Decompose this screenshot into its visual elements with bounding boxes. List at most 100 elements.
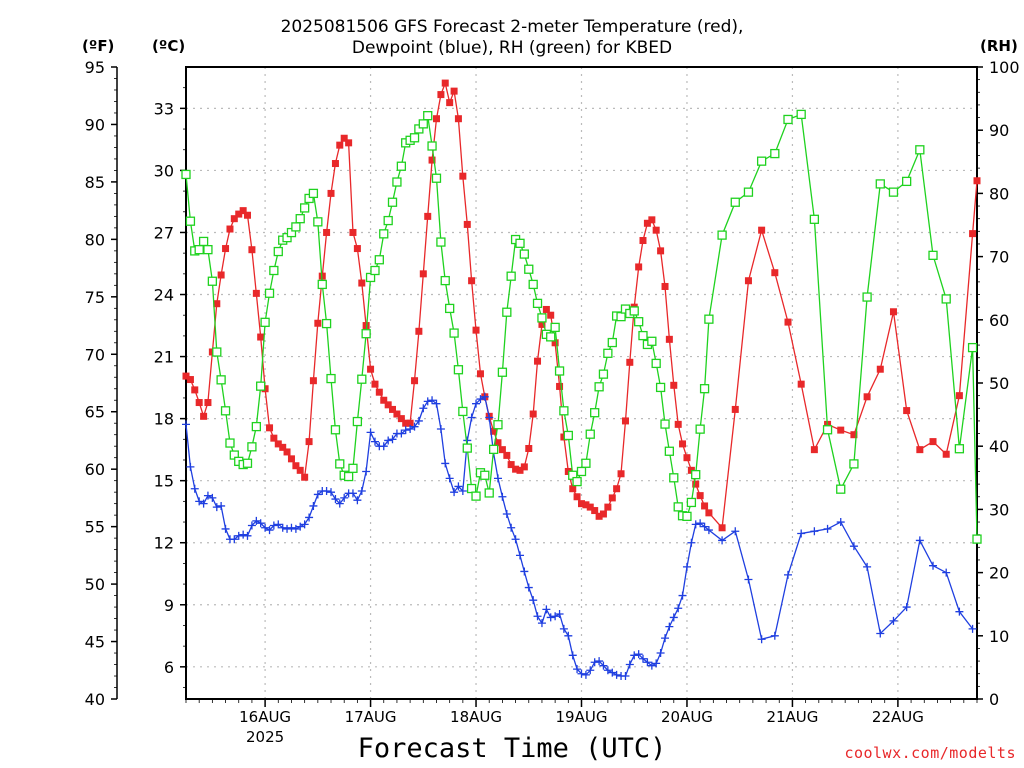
temperature-point (643, 219, 651, 227)
temperature-point (235, 210, 243, 218)
temperature-point (551, 339, 559, 347)
dewpoint-point (810, 527, 819, 536)
rh-point (357, 374, 367, 384)
rh-point (220, 406, 231, 416)
temperature-point (648, 216, 656, 224)
dewpoint-point (384, 436, 393, 445)
dewpoint-point (476, 395, 485, 404)
rh-point (836, 484, 846, 494)
dewpoint-point (445, 474, 454, 483)
dewpoint-point (370, 437, 379, 446)
rh-point (251, 421, 261, 432)
rh-point (590, 408, 600, 418)
fahrenheit-tick-label: 40 (85, 690, 105, 709)
temperature-point (266, 424, 274, 432)
temperature-point (595, 512, 603, 520)
dewpoint-point (195, 497, 204, 506)
temperature-point (279, 443, 287, 451)
dewpoint-point (410, 422, 419, 431)
temperature-point (573, 493, 581, 501)
temperature-point (876, 365, 884, 373)
temperature-point (213, 300, 221, 308)
temperature-point (239, 207, 247, 215)
dewpoint-point (414, 416, 423, 425)
rh-point (216, 375, 226, 385)
series-rh (181, 109, 982, 544)
fahrenheit-tick-label: 80 (85, 230, 105, 249)
dewpoint-point (379, 442, 388, 451)
rh-point (374, 255, 384, 265)
dewpoint-point (313, 490, 322, 499)
dewpoint-point (573, 665, 582, 674)
rh-tick-label: 10 (989, 627, 1009, 646)
dewpoint-point (915, 536, 924, 545)
temperature-point (556, 382, 564, 390)
temperature-point (283, 448, 291, 456)
rh-point (423, 111, 433, 121)
temperature-point (889, 308, 897, 316)
dewpoint-point (643, 658, 652, 667)
temperature-point (468, 277, 476, 285)
chart-title: 2025081506 GFS Forecast 2-meter Temperat… (280, 17, 744, 37)
series-dewpoint (182, 392, 977, 681)
rh-point (480, 470, 490, 480)
dewpoint-point (428, 396, 437, 405)
celsius-tick-label: 6 (164, 658, 174, 677)
dewpoint-point (529, 596, 538, 605)
temperature-point (683, 454, 691, 462)
temperature-point (929, 438, 937, 446)
rh-point (361, 329, 371, 339)
temperature-point (529, 410, 537, 418)
celsius-unit-label: (ºC) (152, 37, 186, 55)
rh-point (967, 342, 978, 353)
rh-point (546, 332, 556, 342)
dewpoint-point (493, 474, 502, 483)
temperature-point (942, 450, 950, 458)
rh-point (379, 229, 389, 239)
temperature-point (538, 320, 546, 328)
dewpoint-point (542, 605, 551, 614)
dewpoint-point (454, 482, 463, 491)
dewpoint-point (682, 562, 691, 571)
temperature-point (591, 507, 599, 515)
temperature-point (345, 139, 353, 147)
temperature-point (257, 333, 265, 341)
temperature-point (617, 470, 625, 478)
dewpoint-point (577, 669, 586, 678)
x-tick-label: 20AUG (661, 708, 713, 726)
dewpoint-point (625, 660, 634, 669)
rh-point (453, 365, 464, 375)
dewpoint-point (419, 404, 428, 413)
rh-point (198, 236, 209, 247)
rh-point (704, 314, 714, 324)
dewpoint-point (458, 487, 467, 496)
dewpoint-point (278, 523, 287, 532)
dewpoint-point (863, 562, 872, 571)
dewpoint-point (797, 529, 806, 538)
dewpoint-point (287, 523, 296, 532)
dewpoint-point (247, 521, 256, 530)
dewpoint-point (520, 567, 529, 576)
dewpoint-point (327, 488, 336, 497)
temperature-point (665, 335, 673, 343)
temperature-point (621, 417, 629, 425)
dewpoint-point (634, 650, 643, 659)
temperature-point (692, 480, 700, 488)
temperature-point (635, 263, 643, 271)
rh-point (598, 369, 609, 379)
dewpoint-point (731, 527, 740, 536)
rh-point (519, 249, 529, 259)
credit-link[interactable]: coolwx.com/modelts (844, 744, 1016, 762)
rh-point (484, 488, 494, 498)
temperature-point (437, 91, 445, 99)
dewpoint-point (366, 428, 375, 437)
rh-point (941, 294, 951, 304)
fahrenheit-tick-label: 95 (85, 58, 105, 77)
rh-tick-label: 50 (989, 374, 1009, 393)
temperature-point (586, 503, 594, 511)
temperature-point (402, 419, 410, 427)
temperature-point (432, 115, 440, 123)
rh-point (686, 497, 697, 508)
fahrenheit-unit-label: (ºF) (82, 37, 115, 55)
series-2-meter-temperature (182, 79, 981, 532)
